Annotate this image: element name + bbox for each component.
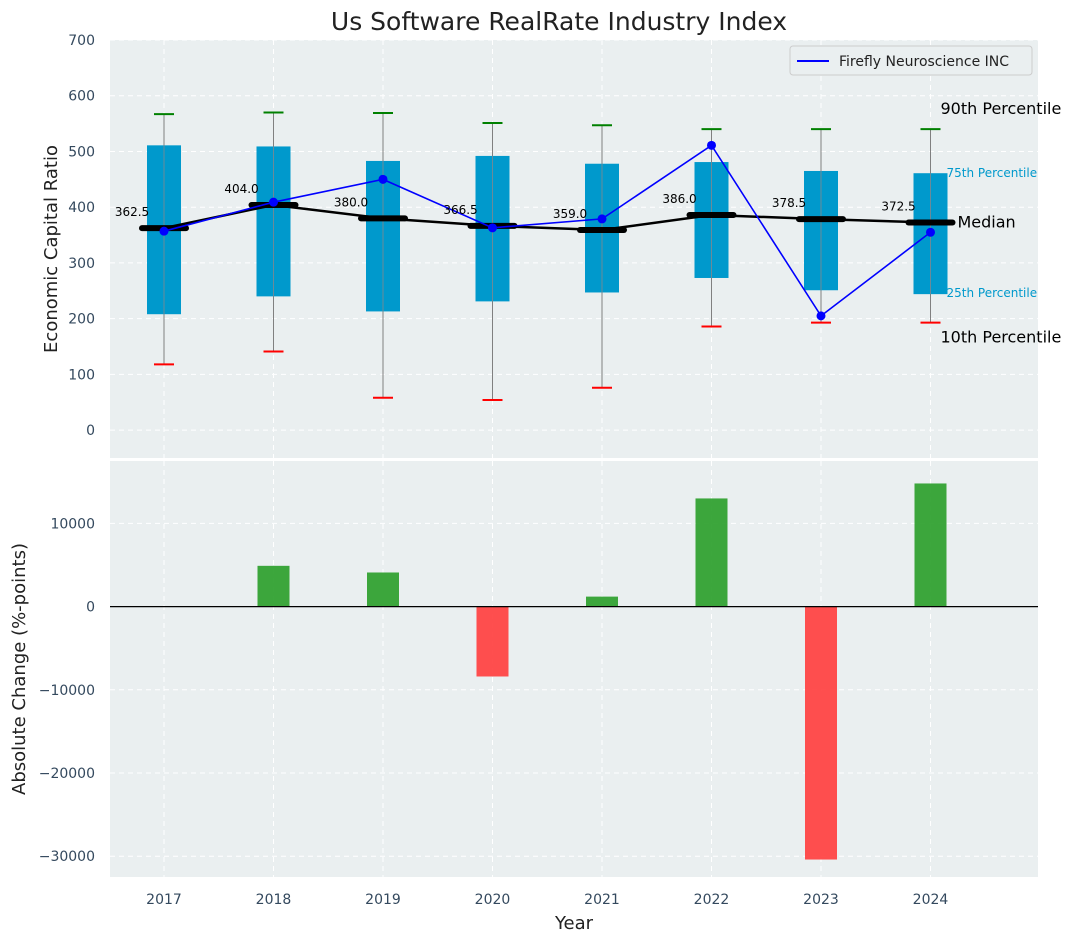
median-value-label: 386.0 xyxy=(662,192,696,206)
y-tick-label: −20000 xyxy=(39,766,95,782)
legend: Firefly Neuroscience INC xyxy=(789,45,1033,76)
series-point xyxy=(707,140,716,150)
box-plot-y-ticks: 0 100 200 300 400 500 600 700 xyxy=(68,33,95,439)
series-point xyxy=(816,311,826,321)
y-tick-label: 400 xyxy=(68,200,95,216)
box-2023 xyxy=(796,128,846,324)
x-tick-label: 2024 xyxy=(913,892,949,908)
y-tick-label: 600 xyxy=(68,89,95,105)
median-trend-line xyxy=(163,203,931,232)
chart-title: Us Software RealRate Industry Index xyxy=(331,7,787,36)
percentile-labels: 90th Percentile 75th Percentile Median 25th… xyxy=(941,99,1062,346)
x-tick-label: 2020 xyxy=(475,892,511,908)
x-tick-label: 2017 xyxy=(146,892,182,908)
x-tick-label: 2019 xyxy=(365,892,401,908)
median-value-label: 380.0 xyxy=(334,195,368,209)
x-tick-label: 2018 xyxy=(256,892,292,908)
series-point xyxy=(159,226,169,236)
series-point xyxy=(926,227,935,237)
y-tick-label: 700 xyxy=(68,33,95,49)
bar-chart-x-ticks: 2017 2018 2019 2020 2021 2022 2023 2024 xyxy=(146,892,948,908)
bar-chart-bars xyxy=(257,483,947,860)
x-tick-label: 2021 xyxy=(584,892,620,908)
x-tick-label: 2023 xyxy=(803,892,839,908)
median-value-label: 378.5 xyxy=(772,196,806,210)
bar-chart-background xyxy=(110,461,1038,877)
median-value-label: 359.0 xyxy=(553,207,587,221)
label-75th-percentile: 75th Percentile xyxy=(947,166,1038,180)
series-point xyxy=(597,214,607,224)
box-2018 xyxy=(248,111,299,353)
bar-chart-y-axis-label: Absolute Change (%-points) xyxy=(9,543,30,795)
bar-2018 xyxy=(257,565,290,607)
bar-2021 xyxy=(586,596,618,607)
median-value-label: 366.5 xyxy=(443,203,477,217)
y-tick-label: 500 xyxy=(68,144,95,160)
series-point xyxy=(378,174,388,184)
y-tick-label: 0 xyxy=(86,600,95,616)
y-tick-label: 300 xyxy=(68,256,95,272)
bar-2020 xyxy=(476,606,509,677)
company-series xyxy=(159,140,935,321)
box-2022 xyxy=(686,128,737,328)
median-trend xyxy=(163,203,931,232)
y-tick-label: 200 xyxy=(68,312,95,328)
y-tick-label: 100 xyxy=(68,367,95,383)
legend-box xyxy=(789,45,1033,76)
y-tick-label: −30000 xyxy=(39,849,95,865)
series-line xyxy=(163,144,931,318)
label-90th-percentile: 90th Percentile xyxy=(941,99,1062,118)
median-value-label: 404.0 xyxy=(224,182,258,196)
x-tick-label: 2022 xyxy=(694,892,730,908)
bar-chart-y-ticks: −30000 −20000 −10000 0 10000 xyxy=(39,516,95,865)
box-plot-background xyxy=(110,40,1038,458)
series-point xyxy=(269,197,278,207)
bar-chart-panel: −30000 −20000 −10000 0 10000 2017 2018 2019 202… xyxy=(9,461,1038,934)
median-value-label: 362.5 xyxy=(115,205,149,219)
median-value-label: 372.5 xyxy=(881,200,915,214)
legend-label: Firefly Neuroscience INC xyxy=(839,54,1009,70)
label-median: Median xyxy=(958,213,1016,232)
bar-2019 xyxy=(367,572,399,607)
y-tick-label: −10000 xyxy=(39,683,95,699)
bar-2023 xyxy=(805,606,837,860)
bar-2024 xyxy=(914,483,947,607)
series-point xyxy=(488,223,497,233)
median-value-labels: 362.5 404.0 380.0 366.5 359.0 386.0 378.5 372.5 xyxy=(115,182,916,221)
box-plot-y-axis-label: Economic Capital Ratio xyxy=(41,145,62,353)
y-tick-label: 10000 xyxy=(50,516,95,532)
label-10th-percentile: 10th Percentile xyxy=(941,328,1062,347)
y-tick-label: 0 xyxy=(86,423,95,439)
bar-2022 xyxy=(695,498,728,607)
label-25th-percentile: 25th Percentile xyxy=(947,286,1038,300)
x-axis-label: Year xyxy=(554,913,594,934)
